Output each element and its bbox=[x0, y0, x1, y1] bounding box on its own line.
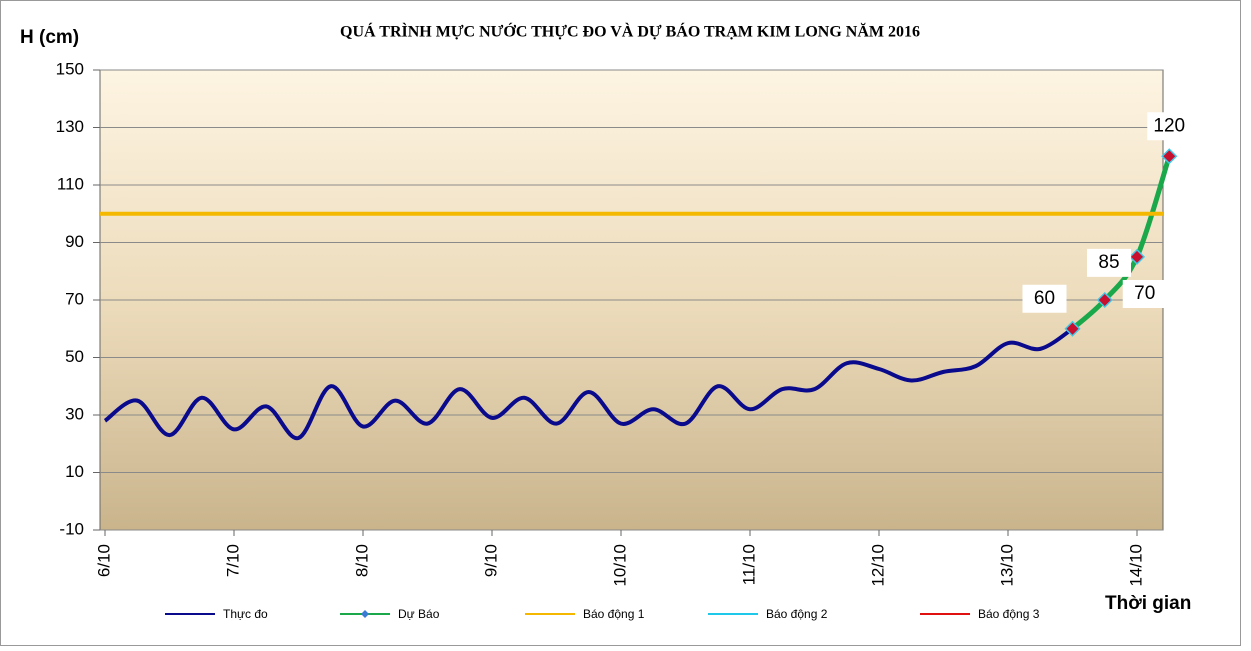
legend-label: Báo động 1 bbox=[583, 607, 645, 621]
y-tick-label: 150 bbox=[56, 59, 84, 78]
x-tick-label: 7/10 bbox=[223, 544, 242, 577]
data-label-bg bbox=[1022, 284, 1067, 313]
y-tick-label: 50 bbox=[65, 347, 84, 366]
x-tick-label: 14/10 bbox=[1126, 544, 1145, 587]
y-tick-label: 130 bbox=[56, 117, 84, 136]
y-tick-label: 30 bbox=[65, 404, 84, 423]
y-tick-label: 90 bbox=[65, 232, 84, 251]
x-tick-label: 11/10 bbox=[739, 544, 758, 585]
grid: -10 10 30 50 70 90 110 130 150 6/10 7/10 8/10 9/10 10… bbox=[56, 59, 1163, 587]
data-label: 120 bbox=[1153, 115, 1185, 136]
legend-label: Dự Báo bbox=[398, 607, 440, 621]
x-tick-label: 9/10 bbox=[481, 544, 500, 577]
chart-title: QUÁ TRÌNH MỰC NƯỚC THỰC ĐO VÀ DỰ BÁO TRẠ… bbox=[340, 22, 920, 41]
marker bbox=[1161, 148, 1178, 165]
marker bbox=[1064, 320, 1081, 337]
y-tick-label: 10 bbox=[65, 462, 84, 481]
marker bbox=[1128, 248, 1146, 265]
series-line bbox=[103, 327, 1074, 441]
marker bbox=[1096, 291, 1113, 309]
x-tick-label: 10/10 bbox=[610, 544, 629, 587]
y-tick-label: 110 bbox=[57, 174, 84, 193]
data-label-bg bbox=[1122, 280, 1167, 308]
legend-label: Báo động 3 bbox=[978, 607, 1040, 621]
data-label: 70 bbox=[1134, 283, 1155, 304]
x-axis-label: Thời gian bbox=[1105, 593, 1191, 614]
data-label: 60 bbox=[1034, 288, 1055, 309]
data-label-bg bbox=[1087, 248, 1131, 277]
y-tick-label: -10 bbox=[59, 519, 84, 538]
x-tick-label: 6/10 bbox=[94, 544, 113, 577]
x-tick-label: 8/10 bbox=[352, 544, 371, 577]
x-tick-label: 13/10 bbox=[997, 544, 1016, 587]
marks: 60 70 85 120 bbox=[100, 112, 1192, 441]
legend-label: Thực đo bbox=[223, 607, 268, 621]
legend-label: Báo động 2 bbox=[766, 607, 828, 621]
x-tick-label: 12/10 bbox=[868, 544, 887, 587]
legend: Thực đo Dự Báo Báo động 1 Báo động 2 Báo độn… bbox=[165, 607, 1040, 621]
legend-marker bbox=[361, 610, 369, 618]
data-label: 85 bbox=[1098, 252, 1119, 273]
data-label-bg bbox=[1147, 112, 1192, 141]
y-tick-label: 70 bbox=[65, 289, 84, 308]
y-axis-label: H (cm) bbox=[20, 27, 79, 48]
